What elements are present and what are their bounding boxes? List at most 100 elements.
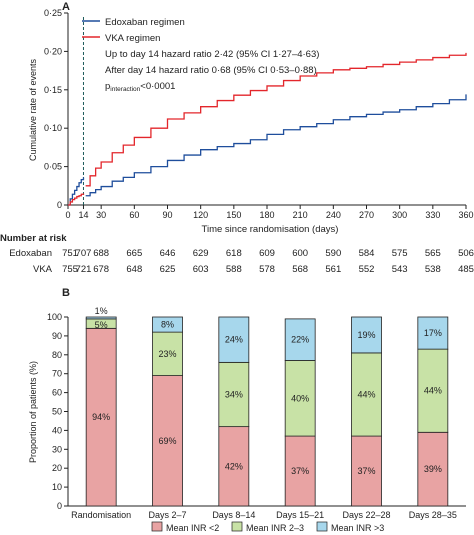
- x-tick-label: 150: [226, 210, 241, 220]
- risk-value: 707: [76, 248, 92, 259]
- bar-data-label: 40%: [291, 393, 309, 403]
- risk-value: 568: [292, 264, 308, 275]
- p-value: <0·0001: [140, 81, 175, 92]
- x-tick-label: 180: [259, 210, 274, 220]
- bar-data-label: 42%: [225, 461, 243, 471]
- x-tick-label: 240: [326, 210, 341, 220]
- bar-data-label: 44%: [357, 389, 375, 399]
- x-tick-label: 120: [193, 210, 208, 220]
- risk-value: 603: [193, 264, 209, 275]
- risk-value: 609: [259, 248, 275, 259]
- risk-value: 578: [259, 264, 275, 275]
- risk-value: 618: [226, 248, 242, 259]
- legend-swatch-inr-low: [151, 521, 163, 532]
- y-tick-label: 0·10: [44, 123, 62, 133]
- bar-segment-inr-high: [152, 316, 183, 333]
- x-tick-label: 360: [458, 210, 473, 220]
- x-category-label: Randomisation: [71, 510, 131, 520]
- x-category-label: Days 15–21: [276, 510, 324, 520]
- risk-value: 648: [126, 264, 142, 275]
- x-tick-label: 30: [96, 210, 106, 220]
- bar-segment-inr-low: [152, 375, 183, 507]
- risk-row-label: Edoxaban: [9, 248, 52, 259]
- bar-data-label: 19%: [357, 330, 375, 340]
- x-tick-label: 300: [392, 210, 407, 220]
- x-tick-label: 330: [425, 210, 440, 220]
- legend-inr-mid: Mean INR 2–3: [246, 523, 304, 533]
- bar-segment-inr-mid: [351, 352, 382, 437]
- risk-value: 688: [93, 248, 109, 259]
- bar-data-label: 39%: [424, 464, 442, 474]
- x-axis-title-a: Time since randomisation (days): [202, 224, 339, 235]
- bar-segment-inr-mid: [152, 331, 183, 376]
- y-tick-label: 0·25: [44, 8, 62, 18]
- risk-value: 538: [425, 264, 441, 275]
- x-category-label: Days 28–35: [409, 510, 457, 520]
- bar-segment-inr-high: [351, 316, 382, 354]
- x-tick-label: 270: [359, 210, 374, 220]
- risk-value: 751: [62, 248, 78, 259]
- bar-data-label: 23%: [158, 349, 176, 359]
- risk-value: 629: [193, 248, 209, 259]
- risk-value: 584: [359, 248, 375, 259]
- legend-swatch-inr-mid: [231, 521, 243, 532]
- bar-data-label: 5%: [95, 320, 108, 330]
- bar-data-label: 44%: [424, 386, 442, 396]
- bar-segment-inr-low: [284, 435, 316, 507]
- y-tick-label: 70: [52, 369, 62, 379]
- x-tick-label: 0: [65, 210, 70, 220]
- bar-segment-inr-low: [85, 327, 117, 507]
- x-tick-label: 60: [129, 210, 139, 220]
- bar-segment-inr-low: [351, 435, 382, 507]
- bar-data-label: 37%: [291, 466, 309, 476]
- x-category-label: Days 2–7: [148, 510, 186, 520]
- risk-value: 543: [392, 264, 408, 275]
- risk-value: 575: [392, 248, 408, 259]
- legend-swatch-inr-high: [316, 521, 328, 532]
- risk-value: 485: [458, 264, 474, 275]
- legend-hr-late: After day 14 hazard ratio 0·68 (95% CI 0…: [105, 65, 317, 76]
- bar-data-label: 69%: [158, 436, 176, 446]
- bar-segment-inr-high: [417, 316, 449, 350]
- risk-value: 625: [160, 264, 176, 275]
- bar-segment-inr-high: [284, 318, 316, 361]
- legend-hr-early: Up to day 14 hazard ratio 2·42 (95% CI 1…: [105, 49, 319, 60]
- risk-value: 552: [359, 264, 375, 275]
- bar-data-label-top: 1%: [95, 306, 108, 316]
- legend-vka: VKA regimen: [105, 33, 160, 44]
- bar-segment-inr-high: [218, 316, 250, 363]
- risk-value: 678: [93, 264, 109, 275]
- risk-value: 506: [458, 248, 474, 259]
- risk-table-title: Number at risk: [0, 233, 67, 244]
- y-tick-label: 100: [47, 312, 62, 322]
- y-ticks-a: 0 0·05 0·10 0·15 0·20 0·25: [44, 8, 68, 210]
- y-tick-label: 60: [52, 388, 62, 398]
- bar-data-label: 37%: [357, 466, 375, 476]
- risk-value: 646: [160, 248, 176, 259]
- y-tick-label: 30: [52, 444, 62, 454]
- y-tick-label: 0·15: [44, 85, 62, 95]
- risk-value: 665: [126, 248, 142, 259]
- bar-data-label: 22%: [291, 335, 309, 345]
- risk-row-label: VKA: [33, 264, 53, 275]
- legend-edoxaban: Edoxaban regimen: [105, 17, 185, 28]
- y-ticks-b: 0 10 20 30 40 50 60 70 80 90 100: [47, 312, 68, 511]
- bar-segment-inr-low: [417, 431, 449, 507]
- y-axis-title-a: Cumulative rate of events: [28, 58, 38, 161]
- bar-data-label: 24%: [225, 335, 243, 345]
- x-category-label: Days 8–14: [212, 510, 255, 520]
- line-series-group: [68, 52, 467, 206]
- risk-value: 588: [226, 264, 242, 275]
- risk-value: 721: [76, 264, 92, 275]
- y-tick-label: 90: [52, 331, 62, 341]
- y-tick-label: 10: [52, 482, 62, 492]
- risk-value: 561: [325, 264, 341, 275]
- y-tick-label: 80: [52, 350, 62, 360]
- risk-value: 565: [425, 248, 441, 259]
- bar-data-label: 34%: [225, 389, 243, 399]
- legend-p-interaction: pinteraction<0·0001: [105, 81, 175, 93]
- legend-b: Mean INR <2 Mean INR 2–3 Mean INR >3: [151, 521, 384, 533]
- bar-data-label: 94%: [92, 412, 110, 422]
- panel-a-label: A: [62, 1, 70, 13]
